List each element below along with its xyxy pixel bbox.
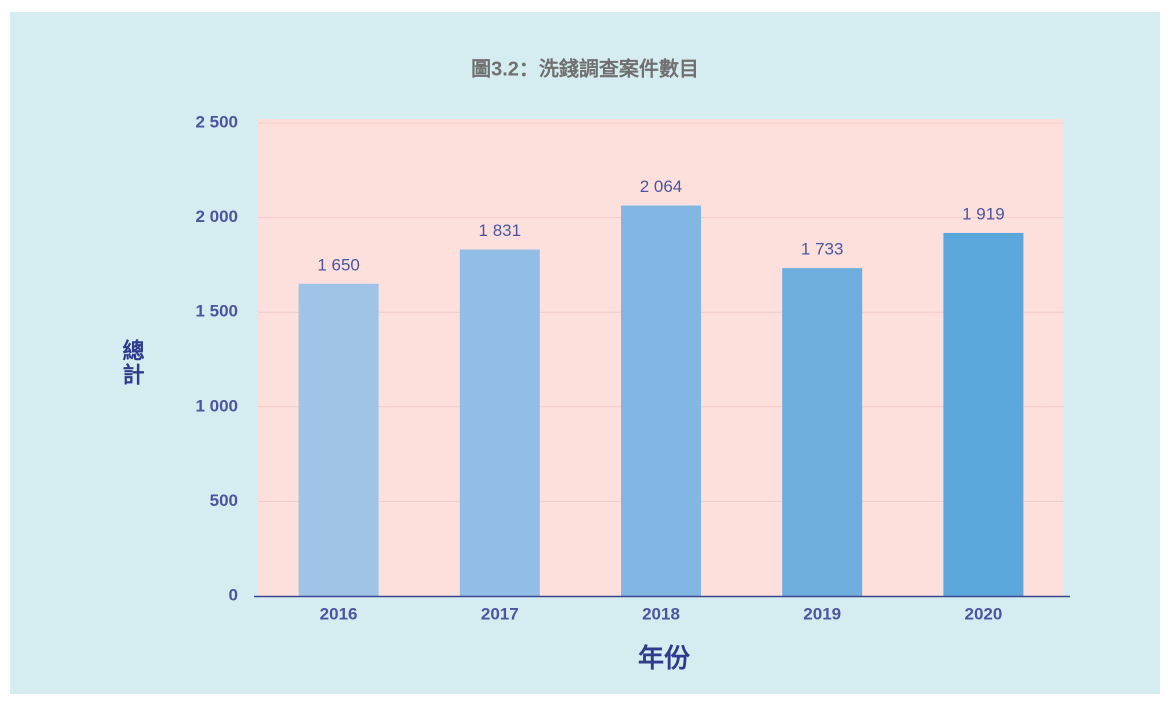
y-axis-label: 總計 xyxy=(120,338,145,387)
y-tick-label: 2 500 xyxy=(195,112,238,131)
bar xyxy=(621,205,701,596)
x-tick-label: 2020 xyxy=(964,604,1002,623)
x-tick-label: 2016 xyxy=(320,604,358,623)
bar xyxy=(782,268,863,596)
y-tick-label: 2 000 xyxy=(195,207,238,226)
y-tick-label: 1 000 xyxy=(195,396,238,415)
x-axis-label: 年份 xyxy=(638,643,690,673)
chart-title: 圖3.2：洗錢調查案件數目 xyxy=(471,56,699,80)
bar xyxy=(298,283,379,596)
y-tick-label: 1 500 xyxy=(195,302,238,321)
y-tick-label: 500 xyxy=(210,491,238,510)
value-label: 2 064 xyxy=(640,177,683,196)
x-tick-label: 2017 xyxy=(481,604,519,623)
value-label: 1 919 xyxy=(962,204,1005,223)
value-label: 1 650 xyxy=(317,255,360,274)
y-tick-label: 0 xyxy=(229,585,238,604)
value-label: 1 733 xyxy=(801,240,844,259)
value-label: 1 831 xyxy=(479,221,522,240)
bar xyxy=(943,232,1024,596)
x-tick-label: 2018 xyxy=(642,604,680,623)
x-tick-label: 2019 xyxy=(803,604,841,623)
bar xyxy=(459,249,540,596)
